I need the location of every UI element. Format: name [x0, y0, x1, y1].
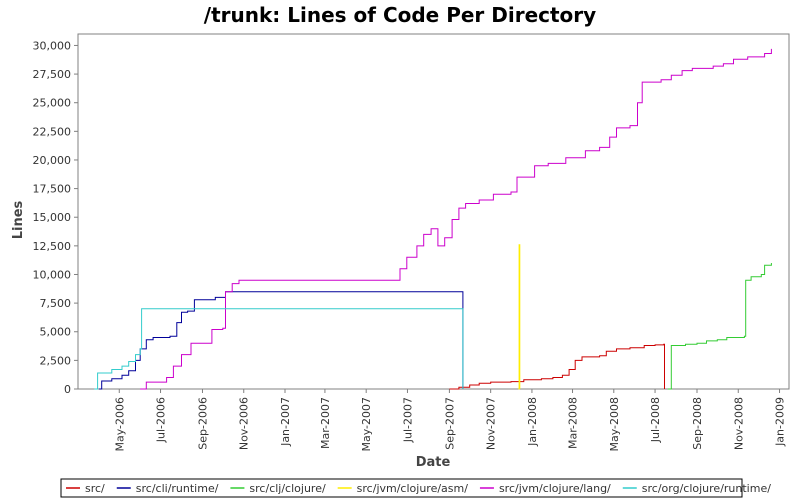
- x-tick-label: Nov-2006: [238, 397, 251, 450]
- y-tick-label: 25,000: [33, 97, 72, 110]
- x-tick-label: Nov-2007: [485, 397, 498, 450]
- legend-box: [60, 478, 743, 498]
- x-tick-label: Sep-2006: [196, 397, 209, 450]
- y-tick-label: 0: [64, 383, 71, 396]
- x-tick-label: Mar-2008: [567, 397, 580, 449]
- x-tick-label: Jan-2009: [774, 397, 787, 447]
- series-line-5: [94, 308, 464, 390]
- y-tick-label: 17,500: [33, 183, 72, 196]
- y-tick-label: 2,500: [40, 354, 72, 367]
- x-tick-label: Jul-2006: [155, 397, 168, 443]
- legend-entry: src/org/clojure/runtime/: [642, 482, 771, 495]
- y-tick-label: 27,500: [33, 68, 72, 81]
- x-axis: May-2006 Jul-2006 Sep-2006 Nov-2006 Jan-2007…: [113, 389, 787, 452]
- y-tick-label: 5,000: [40, 326, 72, 339]
- x-tick-label: May-2006: [113, 397, 126, 452]
- x-tick-label: May-2007: [360, 397, 373, 452]
- series-line-0: [449, 343, 665, 390]
- x-axis-label: Date: [416, 455, 451, 470]
- legend-entry: src/jvm/clojure/lang/: [499, 482, 611, 495]
- y-tick-label: 30,000: [33, 39, 72, 52]
- y-axis-label: Lines: [11, 200, 26, 239]
- legend-entry: src/: [85, 482, 105, 495]
- y-tick-label: 7,500: [40, 297, 72, 310]
- series-line-4: [140, 48, 772, 390]
- x-tick-label: Jan-2007: [279, 397, 292, 447]
- x-tick-label: Nov-2008: [732, 397, 745, 450]
- x-tick-label: Jul-2008: [649, 397, 662, 443]
- x-tick-label: Mar-2007: [319, 397, 332, 449]
- y-tick-label: 20,000: [33, 154, 72, 167]
- x-tick-label: May-2008: [608, 397, 621, 452]
- y-tick-label: 12,500: [33, 240, 72, 253]
- x-tick-label: Sep-2008: [691, 397, 704, 450]
- chart-title: /trunk: Lines of Code Per Directory: [204, 3, 596, 27]
- x-tick-label: Jul-2007: [401, 397, 414, 443]
- legend-entry: src/cli/runtime/: [136, 482, 219, 495]
- y-tick-label: 15,000: [33, 211, 72, 224]
- series-line-3: [518, 244, 521, 390]
- y-tick-label: 22,500: [33, 125, 72, 138]
- series-line-2: [667, 263, 772, 390]
- legend: src/src/cli/runtime/src/clj/clojure/src/…: [60, 478, 771, 498]
- y-tick-label: 10,000: [33, 268, 72, 281]
- x-tick-label: Jan-2008: [526, 397, 539, 447]
- x-tick-label: Sep-2007: [443, 397, 456, 450]
- series-lines: [94, 48, 772, 390]
- legend-entry: src/jvm/clojure/asm/: [357, 482, 469, 495]
- series-line-1: [99, 291, 464, 390]
- plot-area: [77, 33, 790, 390]
- legend-entry: src/clj/clojure/: [249, 482, 326, 495]
- y-axis: 0 2,500 5,000 7,500 10,000 12,500 15,000 17,500…: [33, 39, 78, 396]
